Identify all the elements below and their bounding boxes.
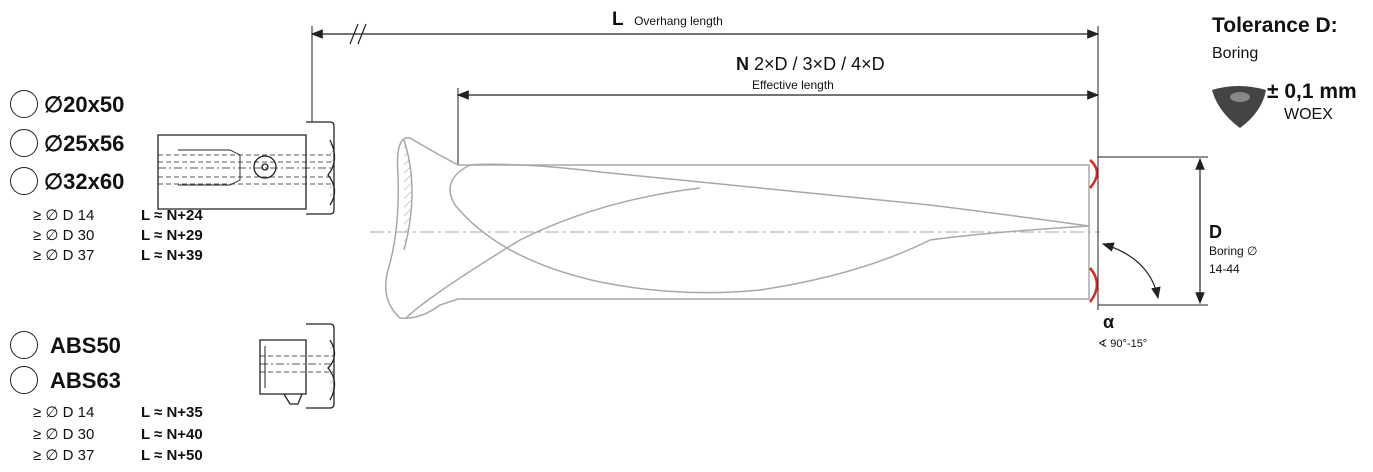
rule-row: ≥ ∅ D 14 L ≈ N+24 (33, 207, 203, 224)
break-mark-2 (357, 23, 367, 45)
checkbox-circle[interactable] (10, 90, 38, 118)
checkbox-circle[interactable] (10, 129, 38, 157)
rule-row: ≥ ∅ D 14 L ≈ N+35 (33, 404, 203, 421)
alpha-arc (1101, 242, 1161, 300)
holder-option-label: ∅25x56 (44, 131, 125, 156)
checkbox-circle[interactable] (10, 331, 38, 359)
n-values: 2×D / 3×D / 4×D (754, 54, 885, 74)
tolerance-subtitle: Boring (1212, 45, 1259, 62)
insert-name: WOEX (1284, 106, 1333, 123)
overhang-length-label: L Overhang length (612, 9, 723, 31)
tolerance-title: Tolerance D: (1212, 14, 1338, 37)
rule-row: ≥ ∅ D 30 L ≈ N+29 (33, 227, 203, 244)
d-line2: 14-44 (1209, 262, 1240, 276)
rule-row: ≥ ∅ D 37 L ≈ N+39 (33, 247, 203, 264)
checkbox-circle[interactable] (10, 366, 38, 394)
n-symbol: N (736, 54, 749, 74)
l-text: Overhang length (634, 14, 723, 28)
effective-length-label: N 2×D / 3×D / 4×D (736, 54, 885, 75)
insert-mark-top (1089, 159, 1099, 189)
rule-row: ≥ ∅ D 30 L ≈ N+40 (33, 426, 203, 443)
abs-holder (259, 323, 336, 409)
effective-length-text: Effective length (752, 78, 834, 92)
insert-mark-bottom (1088, 267, 1099, 303)
l-symbol: L (612, 9, 624, 30)
holder-option-label: ∅32x60 (44, 169, 125, 194)
boring-bar (370, 137, 1100, 319)
checkbox-circle[interactable] (10, 167, 38, 195)
break-mark-1 (349, 23, 359, 45)
holder-option-label: ∅20x50 (44, 92, 125, 117)
cylindrical-holder (157, 121, 336, 215)
d-line1: Boring ∅ (1209, 244, 1258, 258)
rule-row: ≥ ∅ D 37 L ≈ N+50 (33, 447, 203, 464)
alpha-symbol: α (1103, 312, 1115, 332)
tolerance-value: ± 0,1 mm (1267, 80, 1357, 103)
holder-option-label: ABS50 (50, 333, 121, 358)
alpha-range: ∢ 90°-15° (1098, 338, 1148, 350)
d-symbol: D (1209, 222, 1222, 242)
woex-insert-icon (1212, 86, 1266, 128)
holder-option-label: ABS63 (50, 368, 121, 393)
